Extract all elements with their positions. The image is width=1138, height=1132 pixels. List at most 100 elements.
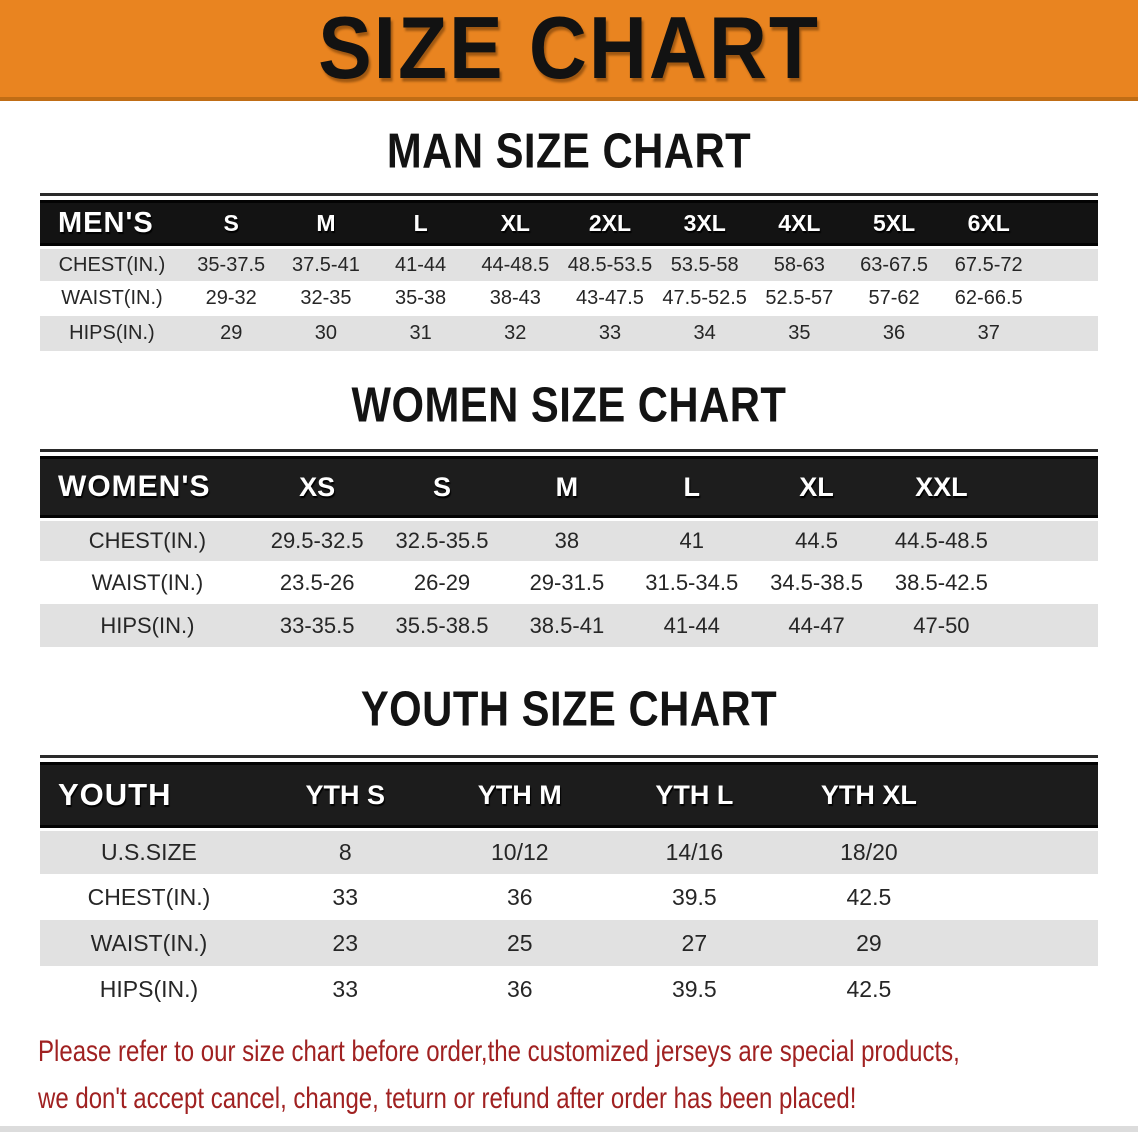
size-cell: 67.5-72 bbox=[941, 246, 1037, 281]
size-cell: 35.5-38.5 bbox=[379, 604, 505, 647]
table-title: YOUTH bbox=[40, 762, 258, 828]
size-cell: 26-29 bbox=[379, 561, 505, 604]
column-header: S bbox=[183, 200, 279, 246]
size-cell: 58-63 bbox=[752, 246, 847, 281]
size-cell: 41 bbox=[629, 518, 755, 561]
size-cell: 14/16 bbox=[607, 828, 782, 874]
table-row: CHEST(IN.) 29.5-32.5 32.5-35.5 38 41 44.5 44.5… bbox=[40, 518, 1098, 561]
size-cell: 36 bbox=[432, 874, 608, 920]
spacer-cell bbox=[1036, 316, 1098, 351]
size-cell: 33 bbox=[562, 316, 658, 351]
size-cell: 33 bbox=[257, 966, 433, 1012]
column-header: XS bbox=[254, 456, 380, 518]
size-cell: 32 bbox=[467, 316, 563, 351]
column-header: 6XL bbox=[941, 200, 1037, 246]
column-header: 2XL bbox=[562, 200, 658, 246]
spacer-cell bbox=[956, 874, 1098, 920]
size-cell: 43-47.5 bbox=[562, 281, 658, 316]
men-section-heading: MAN SIZE CHART bbox=[386, 124, 752, 179]
spacer-cell bbox=[1004, 561, 1098, 604]
table-row: U.S.SIZE 8 10/12 14/16 18/20 bbox=[40, 828, 1098, 874]
size-cell: 38.5-41 bbox=[504, 604, 630, 647]
size-cell: 23 bbox=[257, 920, 433, 966]
table-row: HIPS(IN.) 29 30 31 32 33 34 35 36 37 bbox=[40, 316, 1098, 351]
spacer-cell bbox=[1036, 246, 1098, 281]
table-row: HIPS(IN.) 33-35.5 35.5-38.5 38.5-41 41-44 44-… bbox=[40, 604, 1098, 647]
row-label: CHEST(IN.) bbox=[40, 246, 184, 281]
row-label: CHEST(IN.) bbox=[40, 518, 255, 561]
column-header: M bbox=[504, 456, 630, 518]
size-cell: 36 bbox=[432, 966, 608, 1012]
women-section-heading: WOMEN SIZE CHART bbox=[351, 378, 787, 433]
spacer-cell bbox=[1003, 456, 1098, 518]
section-men: MAN SIZE CHART MEN'S S M L XL 2XL 3XL 4XL 5XL 6XL… bbox=[0, 124, 1138, 351]
table-title: MEN'S bbox=[40, 200, 184, 246]
table-row: WAIST(IN.) 23 25 27 29 bbox=[40, 920, 1098, 966]
size-cell: 38 bbox=[504, 518, 630, 561]
table-row: CHEST(IN.) 33 36 39.5 42.5 bbox=[40, 874, 1098, 920]
size-cell: 32.5-35.5 bbox=[379, 518, 505, 561]
size-cell: 42.5 bbox=[781, 966, 957, 1012]
row-label: WAIST(IN.) bbox=[40, 561, 255, 604]
spacer-cell bbox=[956, 920, 1098, 966]
table-title: WOMEN'S bbox=[40, 456, 255, 518]
size-cell: 38-43 bbox=[467, 281, 563, 316]
row-label: HIPS(IN.) bbox=[40, 316, 184, 351]
size-cell: 18/20 bbox=[781, 828, 957, 874]
row-label: U.S.SIZE bbox=[40, 828, 258, 874]
column-header: 3XL bbox=[657, 200, 752, 246]
size-cell: 39.5 bbox=[607, 874, 782, 920]
section-women: WOMEN SIZE CHART WOMEN'S XS S M L XL XXL CHEST(… bbox=[0, 378, 1138, 647]
spacer-cell bbox=[1003, 518, 1098, 561]
size-cell: 44.5-48.5 bbox=[878, 518, 1004, 561]
column-header: YTH L bbox=[607, 762, 782, 828]
row-label: WAIST(IN.) bbox=[40, 281, 184, 316]
spacer-cell bbox=[1003, 604, 1098, 647]
spacer-cell bbox=[1036, 200, 1098, 246]
size-cell: 36 bbox=[846, 316, 942, 351]
men-table: MEN'S S M L XL 2XL 3XL 4XL 5XL 6XL CHEST(IN.) 35-37… bbox=[40, 200, 1098, 351]
size-cell: 32-35 bbox=[278, 281, 374, 316]
size-cell: 35 bbox=[752, 316, 847, 351]
youth-section-heading: YOUTH SIZE CHART bbox=[360, 682, 778, 737]
youth-table: YOUTH YTH S YTH M YTH L YTH XL U.S.SIZE 8 10/12… bbox=[40, 762, 1098, 1012]
size-cell: 41-44 bbox=[629, 604, 755, 647]
size-cell: 31 bbox=[373, 316, 468, 351]
size-cell: 39.5 bbox=[607, 966, 782, 1012]
row-label: HIPS(IN.) bbox=[40, 604, 255, 647]
disclaimer-line-2: we don't accept cancel, change, teturn o… bbox=[38, 1082, 857, 1115]
size-cell: 35-37.5 bbox=[183, 246, 279, 281]
size-cell: 8 bbox=[257, 828, 433, 874]
size-cell: 29-32 bbox=[183, 281, 279, 316]
size-cell: 33-35.5 bbox=[254, 604, 380, 647]
size-cell: 27 bbox=[607, 920, 782, 966]
size-cell: 29 bbox=[183, 316, 279, 351]
column-header: XXL bbox=[878, 456, 1004, 518]
size-cell: 48.5-53.5 bbox=[562, 246, 658, 281]
column-header: L bbox=[629, 456, 755, 518]
size-cell: 52.5-57 bbox=[752, 281, 847, 316]
size-cell: 34 bbox=[657, 316, 752, 351]
youth-size-table: YOUTH YTH S YTH M YTH L YTH XL U.S.SIZE 8 10/12… bbox=[40, 755, 1098, 1012]
size-cell: 29.5-32.5 bbox=[254, 518, 380, 561]
size-cell: 44-48.5 bbox=[467, 246, 563, 281]
size-cell: 35-38 bbox=[373, 281, 468, 316]
table-row: WAIST(IN.) 23.5-26 26-29 29-31.5 31.5-34.5 34… bbox=[40, 561, 1098, 604]
size-cell: 41-44 bbox=[373, 246, 468, 281]
size-cell: 34.5-38.5 bbox=[754, 561, 879, 604]
spacer-cell bbox=[1036, 281, 1098, 316]
column-header: 4XL bbox=[752, 200, 847, 246]
table-row: WAIST(IN.) 29-32 32-35 35-38 38-43 43-47.5 47.… bbox=[40, 281, 1098, 316]
size-cell: 33 bbox=[257, 874, 433, 920]
size-cell: 63-67.5 bbox=[846, 246, 942, 281]
row-label: WAIST(IN.) bbox=[40, 920, 258, 966]
size-cell: 62-66.5 bbox=[941, 281, 1037, 316]
size-cell: 42.5 bbox=[781, 874, 957, 920]
size-cell: 44.5 bbox=[754, 518, 879, 561]
spacer-cell bbox=[956, 966, 1098, 1012]
column-header: M bbox=[278, 200, 374, 246]
column-header: S bbox=[379, 456, 505, 518]
size-cell: 10/12 bbox=[432, 828, 608, 874]
column-header: 5XL bbox=[846, 200, 942, 246]
column-header: YTH S bbox=[257, 762, 433, 828]
